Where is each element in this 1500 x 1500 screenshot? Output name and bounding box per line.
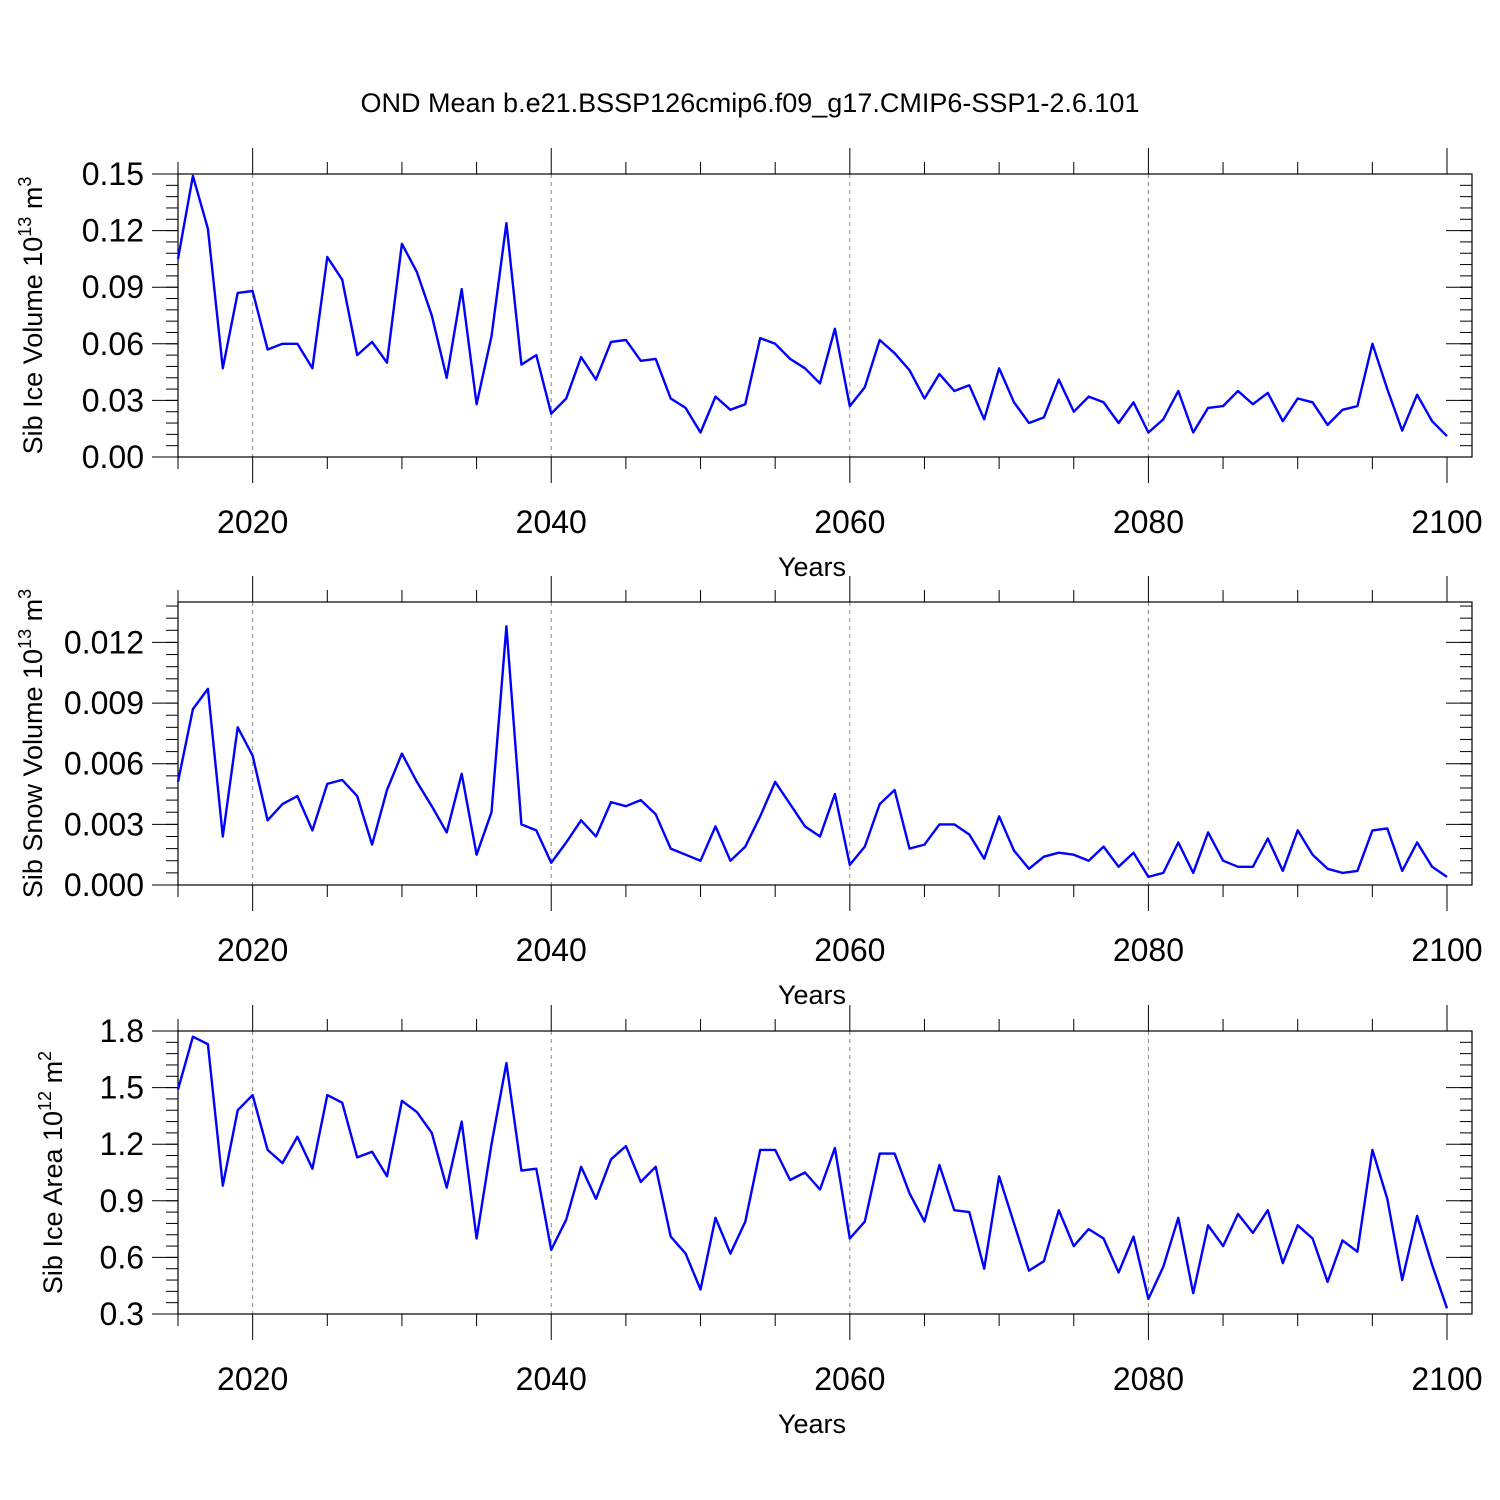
x-tick-label: 2100 bbox=[1411, 504, 1482, 540]
chart-panel-2: 2020 2040 2060 2080 2100 Years 0.000 0.003 0.006… bbox=[15, 576, 1483, 1010]
y-tick-label: 0.12 bbox=[82, 213, 144, 249]
series-line bbox=[176, 625, 1448, 879]
y-tick-label: 0.000 bbox=[64, 867, 144, 903]
chart-panel-3: 2020 2040 2060 2080 2100 Years 0.3 0.6 0.9 1.2 1.5… bbox=[35, 1005, 1483, 1439]
y-tick-label: 0.012 bbox=[64, 624, 144, 660]
chart-panel-1: 2020 2040 2060 2080 2100 Years 0.00 0.03 0.06 0.0… bbox=[15, 148, 1483, 582]
plot-frame bbox=[177, 173, 1473, 458]
plot-frame bbox=[177, 601, 1473, 886]
y-tick-label: 0.00 bbox=[82, 439, 144, 475]
series-line bbox=[176, 174, 1448, 438]
x-tick-label: 2060 bbox=[814, 1361, 885, 1397]
y-tick-label: 0.6 bbox=[100, 1239, 144, 1275]
x-tick-label: 2020 bbox=[217, 504, 288, 540]
y-axis-label: Sib Ice Volume 1013 m3 bbox=[15, 177, 48, 455]
x-axis-label: Years bbox=[778, 980, 846, 1010]
x-tick-label: 2040 bbox=[516, 1361, 587, 1397]
y-tick-label: 0.003 bbox=[64, 806, 144, 842]
x-axis-label: Years bbox=[778, 552, 846, 582]
y-tick-label: 1.5 bbox=[100, 1070, 144, 1106]
x-tick-label: 2080 bbox=[1113, 504, 1184, 540]
y-tick-label: 0.3 bbox=[100, 1296, 144, 1332]
x-tick-label: 2020 bbox=[217, 932, 288, 968]
x-tick-label: 2080 bbox=[1113, 1361, 1184, 1397]
x-tick-label: 2100 bbox=[1411, 1361, 1482, 1397]
x-tick-label: 2040 bbox=[516, 504, 587, 540]
plot-frame bbox=[177, 1030, 1473, 1315]
panels: 2020 2040 2060 2080 2100 Years 0.00 0.03 0.06 0.0… bbox=[15, 148, 1483, 1439]
chart-title: OND Mean b.e21.BSSP126cmip6.f09_g17.CMIP… bbox=[361, 88, 1140, 118]
y-tick-label: 1.2 bbox=[100, 1126, 144, 1162]
x-axis-label: Years bbox=[778, 1409, 846, 1439]
y-tick-label: 0.03 bbox=[82, 382, 144, 418]
x-tick-label: 2060 bbox=[814, 504, 885, 540]
x-tick-label: 2080 bbox=[1113, 932, 1184, 968]
y-tick-label: 0.9 bbox=[100, 1183, 144, 1219]
y-tick-label: 0.006 bbox=[64, 746, 144, 782]
y-tick-label: 0.09 bbox=[82, 269, 144, 305]
y-axis-label: Sib Snow Volume 1013 m3 bbox=[15, 589, 48, 898]
y-tick-label: 0.15 bbox=[82, 156, 144, 192]
y-tick-label: 0.06 bbox=[82, 326, 144, 362]
x-tick-label: 2060 bbox=[814, 932, 885, 968]
x-tick-label: 2020 bbox=[217, 1361, 288, 1397]
x-tick-label: 2040 bbox=[516, 932, 587, 968]
series-line bbox=[176, 1035, 1449, 1309]
y-tick-label: 0.009 bbox=[64, 685, 144, 721]
y-tick-label: 1.8 bbox=[100, 1013, 144, 1049]
y-axis-label: Sib Ice Area 1012 m2 bbox=[35, 1051, 68, 1294]
x-tick-label: 2100 bbox=[1411, 932, 1482, 968]
